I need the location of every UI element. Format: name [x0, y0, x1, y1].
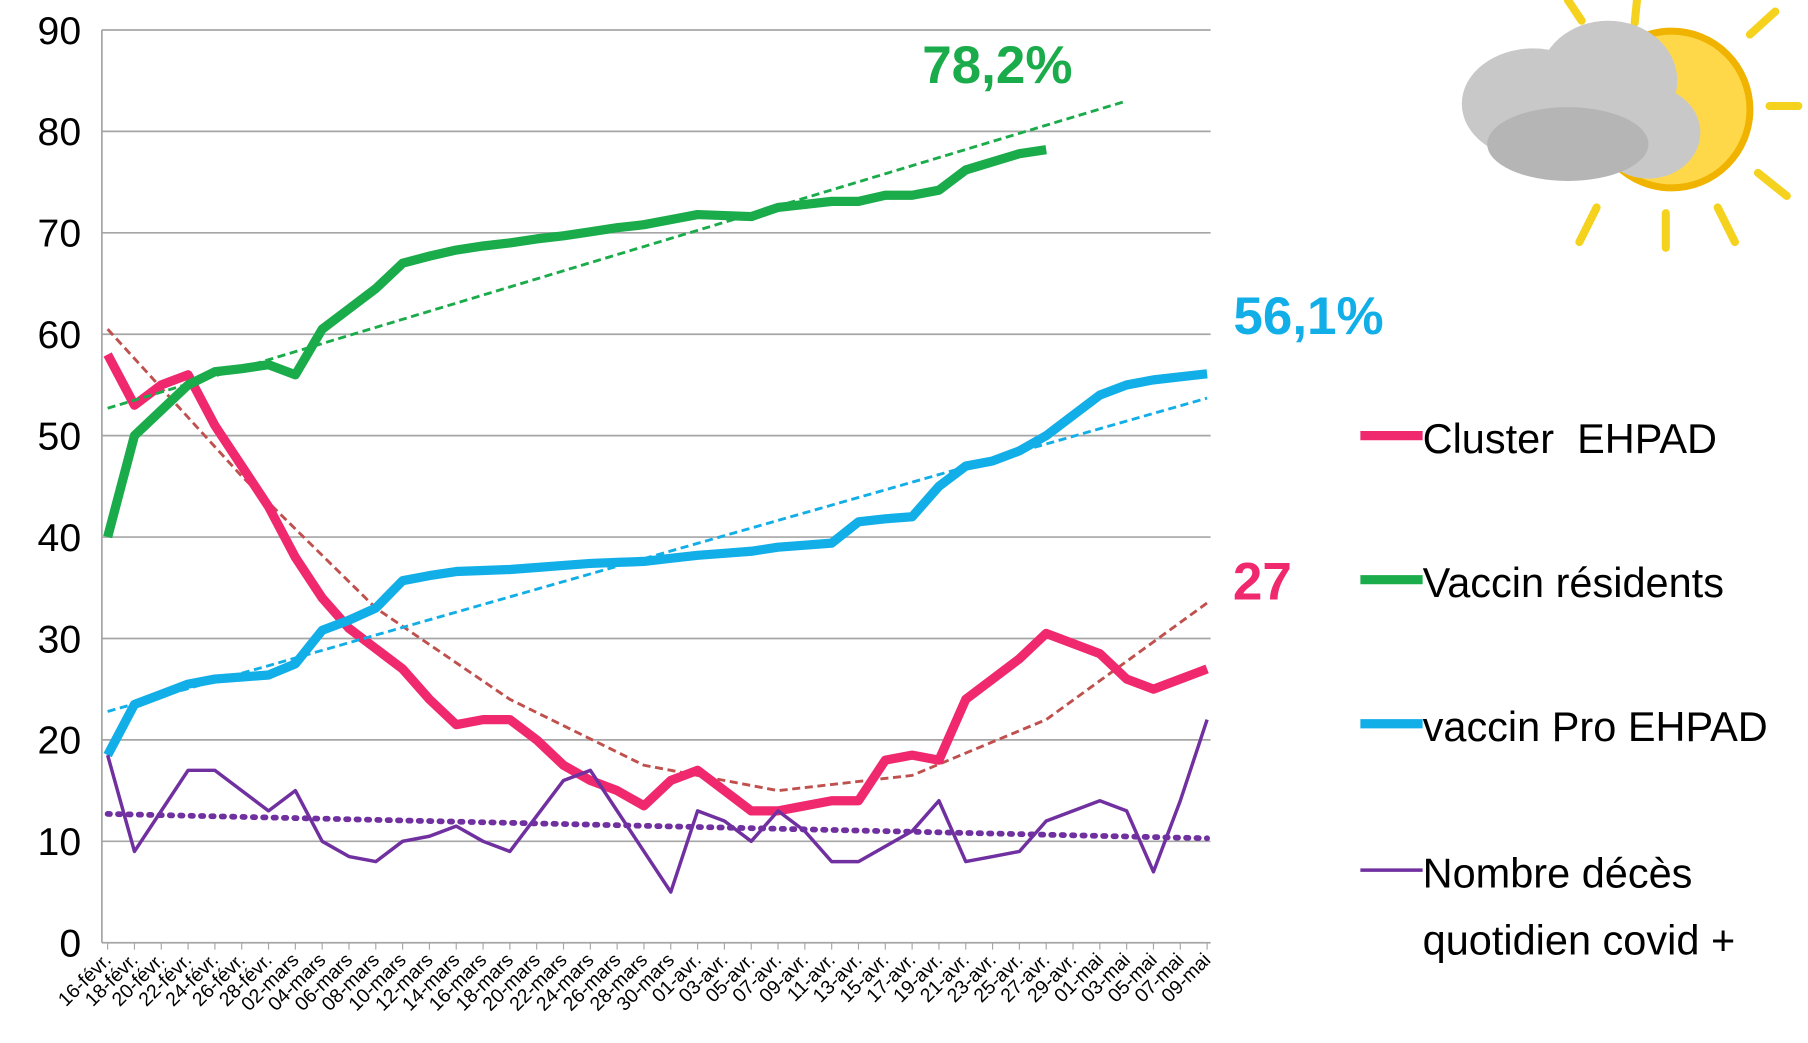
end-annotation: 56,1% [1233, 287, 1383, 346]
end-annotation: 27 [1233, 552, 1292, 611]
trendline [108, 398, 1207, 711]
y-tick-label: 40 [38, 517, 82, 560]
y-tick-label: 0 [59, 923, 81, 966]
series-line [108, 720, 1207, 892]
y-tick-label: 90 [38, 10, 82, 53]
legend-item: Nombre décès quotidien covid + [1423, 840, 1808, 978]
legend-item: Cluster EHPAD [1423, 406, 1808, 544]
y-tick-label: 70 [38, 213, 82, 256]
series-line [108, 374, 1207, 755]
page: {"chart_data":{"type":"line", "categorie… [0, 0, 1808, 1043]
chart: 010203040506070809016-févr.18-févr.20-fé… [0, 0, 1808, 1043]
legend-label: vaccin Pro EHPAD [1423, 694, 1769, 761]
legend-label: Nombre décès quotidien covid + [1423, 840, 1769, 974]
legend-label: Vaccin résidents [1423, 550, 1769, 617]
y-tick-label: 80 [38, 111, 82, 154]
series-line [108, 355, 1207, 811]
y-tick-label: 20 [38, 720, 82, 763]
weather-icon [1462, 0, 1799, 248]
legend-item: vaccin Pro EHPAD [1423, 694, 1808, 832]
y-tick-label: 60 [38, 314, 82, 357]
y-tick-label: 10 [38, 821, 82, 864]
y-tick-label: 50 [38, 415, 82, 458]
legend-item: Vaccin résidents [1423, 550, 1808, 688]
y-tick-label: 30 [38, 618, 82, 661]
end-annotation: 78,2% [922, 36, 1072, 95]
legend-label: Cluster EHPAD [1423, 406, 1769, 473]
